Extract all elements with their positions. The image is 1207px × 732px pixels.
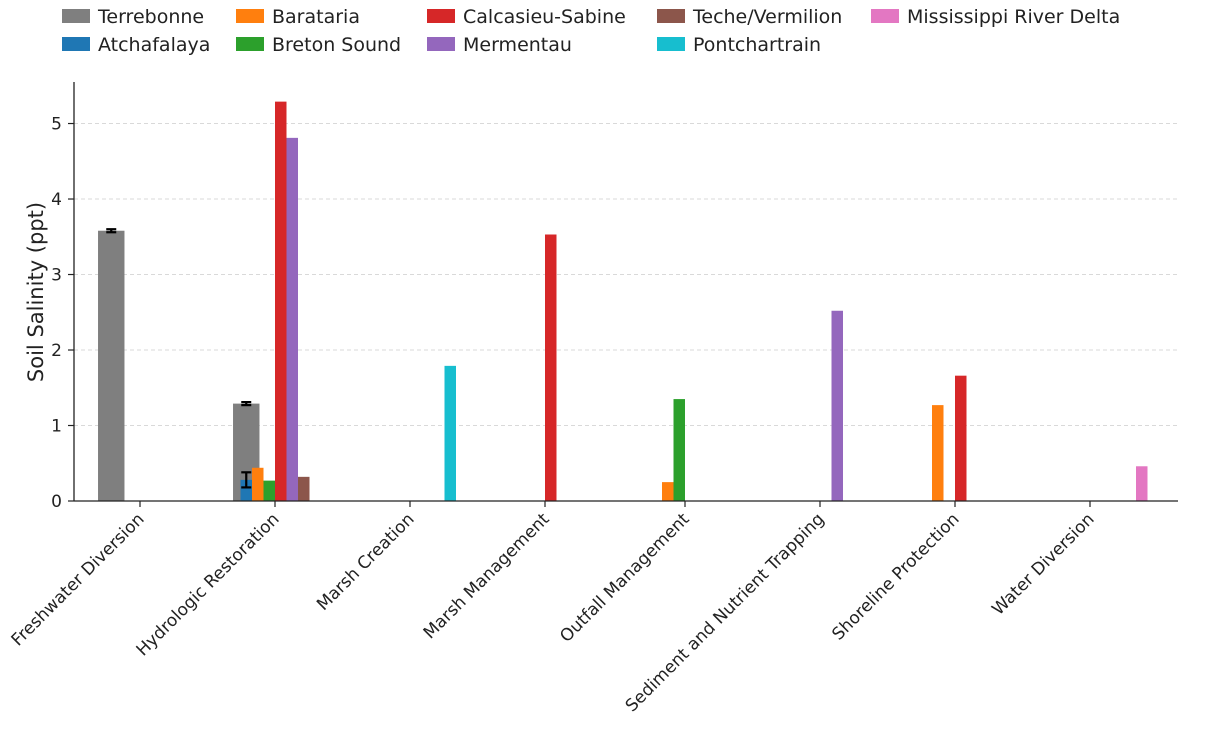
bar-atchafalaya-hydrologic-restoration	[240, 479, 252, 501]
error-bar	[241, 401, 252, 407]
bar-barataria-outfall-management	[662, 482, 674, 501]
bar-calcasieu-sabine-shoreline-protection	[955, 375, 967, 501]
bar-barataria-shoreline-protection	[932, 405, 944, 501]
bar-mermentau-sediment-and-nutrient-trapping	[831, 310, 843, 501]
legend-swatch	[62, 9, 90, 23]
legend-label: Atchafalaya	[98, 34, 210, 56]
legend-label: Mermentau	[463, 34, 572, 56]
legend-swatch	[427, 37, 455, 51]
x-tick-label: Marsh Management	[420, 509, 554, 643]
legend-swatch	[236, 9, 264, 23]
bar-breton-sound-hydrologic-restoration	[263, 480, 275, 501]
y-tick-label: 3	[51, 266, 62, 286]
error-bars	[106, 228, 252, 489]
legend-label: Mississippi River Delta	[907, 6, 1120, 28]
x-tick-label: Outfall Management	[556, 509, 693, 646]
y-tick-label: 0	[51, 492, 62, 512]
legend-swatch	[427, 9, 455, 23]
error-bar	[241, 471, 252, 489]
legend-swatch	[657, 37, 685, 51]
legend-label: Pontchartrain	[693, 34, 821, 56]
legend-label: Breton Sound	[272, 34, 401, 56]
legend-label: Terrebonne	[97, 6, 204, 28]
bar-calcasieu-sabine-hydrologic-restoration	[275, 101, 287, 501]
x-tick-label: Marsh Creation	[313, 509, 418, 614]
bar-calcasieu-sabine-marsh-management	[545, 234, 557, 501]
x-tick-label: Water Diversion	[988, 509, 1098, 619]
y-tick-label: 1	[51, 417, 62, 437]
legend: Terrebonne Barataria Calcasieu-Sabine Teche…	[62, 6, 1120, 56]
bar-mississippi-river-delta-water-diversion	[1136, 466, 1148, 501]
legend-swatch	[657, 9, 685, 23]
axes	[73, 82, 1178, 502]
y-ticks: 0 1 2 3 4 5	[51, 115, 74, 512]
x-tick-label: Hydrologic Restoration	[133, 509, 284, 660]
legend-swatch	[62, 37, 90, 51]
bar-terrebonne-freshwater-diversion	[98, 230, 125, 501]
grid-lines	[74, 123, 1178, 427]
bar-barataria-hydrologic-restoration	[252, 467, 264, 501]
legend-label: Teche/Vermilion	[692, 6, 842, 28]
legend-label: Calcasieu-Sabine	[463, 6, 626, 28]
legend-swatch	[236, 37, 264, 51]
legend-item-calcasieu-sabine: Calcasieu-Sabine	[427, 6, 626, 28]
bars	[98, 101, 1148, 501]
bar-breton-sound-outfall-management	[673, 399, 685, 501]
legend-item-breton-sound: Breton Sound	[236, 34, 401, 56]
x-tick-label: Freshwater Diversion	[8, 509, 149, 650]
bar-pontchartrain-marsh-creation	[444, 365, 456, 501]
legend-label: Barataria	[272, 6, 360, 28]
legend-item-barataria: Barataria	[236, 6, 360, 28]
y-tick-label: 4	[51, 190, 62, 210]
x-tick-label: Shoreline Protection	[828, 509, 963, 644]
legend-item-teche-vermilion: Teche/Vermilion	[657, 6, 842, 28]
y-axis-label: Soil Salinity (ppt)	[24, 202, 48, 382]
legend-item-mississippi-river-delta: Mississippi River Delta	[871, 6, 1120, 28]
bar-mermentau-hydrologic-restoration	[286, 137, 298, 501]
legend-item-atchafalaya: Atchafalaya	[62, 34, 210, 56]
legend-item-mermentau: Mermentau	[427, 34, 572, 56]
legend-swatch	[871, 9, 899, 23]
legend-item-terrebonne: Terrebonne	[62, 6, 204, 28]
error-bar	[106, 228, 117, 234]
y-tick-label: 2	[51, 341, 62, 361]
y-tick-label: 5	[51, 115, 62, 135]
bar-teche-vermilion-hydrologic-restoration	[298, 476, 310, 501]
legend-item-pontchartrain: Pontchartrain	[657, 34, 821, 56]
